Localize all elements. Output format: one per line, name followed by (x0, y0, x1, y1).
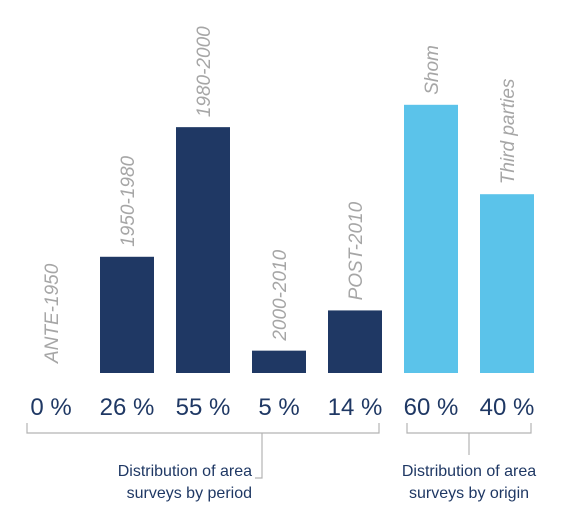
value-label: 0 % (30, 394, 71, 421)
value-label: 55 % (176, 394, 231, 421)
value-label: 26 % (100, 394, 155, 421)
labels-layer: ANTE-1950 0 % 1950-1980 26 % 1980-2000 55 % 20… (30, 26, 536, 502)
bars-layer (100, 104, 534, 374)
group-label-line: Distribution of area (118, 463, 252, 480)
bar-third-parties (480, 194, 534, 373)
category-label: 2000-2010 (270, 249, 291, 341)
category-label: 1980-2000 (194, 26, 215, 117)
group-bracket-stem (255, 433, 263, 479)
bar-1950-1980 (100, 256, 154, 373)
value-label: 14 % (328, 394, 383, 421)
group-bracket (26, 423, 380, 434)
group-label-line: surveys by origin (409, 485, 529, 502)
category-label: Third parties (498, 78, 519, 184)
value-label: 5 % (258, 394, 299, 421)
group-label-line: surveys by period (127, 485, 252, 502)
value-label: 60 % (404, 394, 459, 421)
bar-post-2010 (328, 310, 382, 373)
value-label: 40 % (480, 394, 535, 421)
group-label-line: Distribution of area (402, 463, 536, 480)
category-label: ANTE-1950 (42, 263, 63, 364)
category-label: Shom (422, 45, 443, 95)
brackets-layer (26, 423, 532, 479)
category-label: POST-2010 (346, 201, 367, 300)
bar-1980-2000 (176, 127, 230, 374)
bar-shom (404, 104, 458, 374)
category-label: 1950-1980 (118, 155, 139, 246)
group-bracket (406, 423, 532, 434)
bar-2000-2010 (252, 350, 306, 373)
